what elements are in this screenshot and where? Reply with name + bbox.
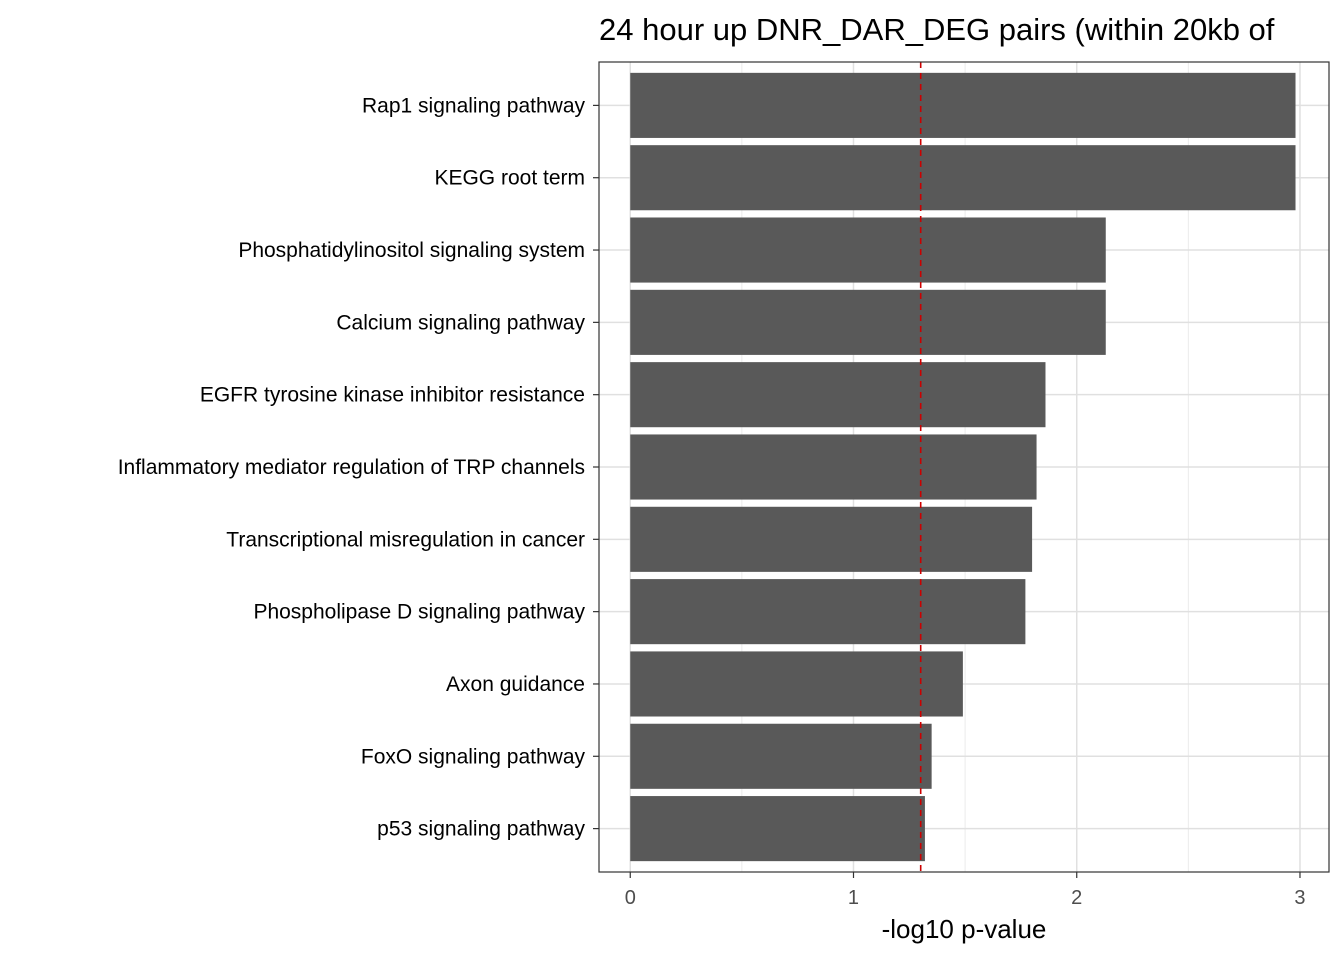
y-tick-label: p53 signaling pathway — [377, 818, 585, 841]
bar — [630, 434, 1037, 500]
x-tick-label: 1 — [848, 887, 859, 909]
y-tick-label: Calcium signaling pathway — [336, 311, 585, 334]
bar — [630, 506, 1033, 572]
bar — [630, 651, 963, 717]
y-tick-label: Axon guidance — [446, 673, 585, 696]
y-tick-label: Rap1 signaling pathway — [362, 94, 585, 117]
y-tick-label: Inflammatory mediator regulation of TRP … — [118, 456, 585, 479]
y-axis: Rap1 signaling pathway KEGG root term Phos… — [118, 94, 599, 841]
y-tick-label: Transcriptional misregulation in cancer — [226, 528, 585, 551]
bar — [630, 579, 1026, 645]
y-tick-label: KEGG root term — [434, 167, 585, 190]
x-tick-label: 3 — [1294, 887, 1305, 909]
bar — [630, 145, 1296, 211]
bar — [630, 289, 1106, 355]
y-tick-label: EGFR tyrosine kinase inhibitor resistanc… — [200, 384, 585, 407]
x-tick-label: 0 — [625, 887, 636, 909]
y-tick-label: Phosphatidylinositol signaling system — [238, 239, 585, 262]
bar — [630, 723, 932, 789]
bars — [630, 72, 1296, 862]
chart-title: 24 hour up DNR_DAR_DEG pairs (within 20k… — [599, 12, 1275, 47]
bar — [630, 217, 1106, 283]
x-axis: 0 1 2 3 — [625, 872, 1306, 909]
y-tick-label: FoxO signaling pathway — [361, 745, 586, 768]
x-tick-label: 2 — [1071, 887, 1082, 909]
bar — [630, 796, 925, 862]
x-axis-title: -log10 p-value — [882, 914, 1047, 944]
y-tick-label: Phospholipase D signaling pathway — [253, 601, 585, 624]
bar — [630, 72, 1296, 138]
bar — [630, 362, 1046, 428]
